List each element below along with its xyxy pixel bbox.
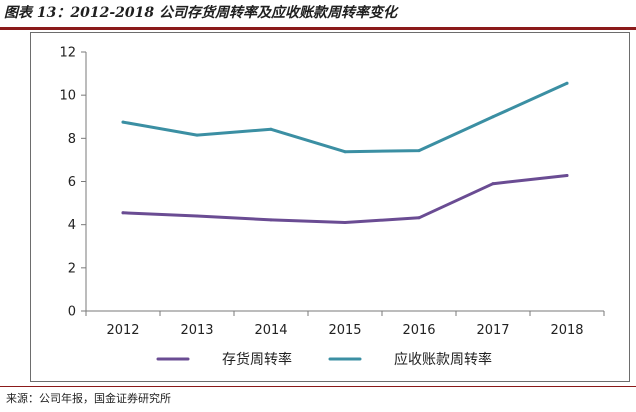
x-tick-label: 2013 xyxy=(180,323,213,338)
x-tick-label: 2016 xyxy=(402,323,435,338)
data-point xyxy=(343,150,347,154)
data-point xyxy=(195,214,199,218)
data-point xyxy=(491,115,495,119)
y-tick-label: 8 xyxy=(68,132,76,147)
figure-title: 图表 13：2012-2018 公司存货周转率及应收账款周转率变化 xyxy=(4,5,397,21)
series-lines xyxy=(121,81,569,225)
data-point xyxy=(565,173,569,177)
y-tick-label: 6 xyxy=(68,175,76,190)
data-point xyxy=(565,81,569,85)
data-point xyxy=(195,133,199,137)
x-tick-label: 2017 xyxy=(476,323,509,338)
data-point xyxy=(417,149,421,153)
data-point xyxy=(269,127,273,131)
source-divider xyxy=(0,386,636,387)
series-line-1 xyxy=(121,174,569,224)
data-point xyxy=(121,211,125,215)
data-point xyxy=(343,221,347,225)
y-tick-label: 12 xyxy=(59,46,76,61)
data-point xyxy=(491,182,495,186)
series-line-2 xyxy=(121,81,569,154)
legend-label-1: 存货周转率 xyxy=(222,351,292,368)
y-tick-label: 2 xyxy=(68,261,76,276)
data-point xyxy=(269,218,273,222)
axes: 0 2 4 6 8 10 12 2012 2013 2014 2015 2016 2017 2018 xyxy=(59,46,605,338)
x-tick-label: 2014 xyxy=(254,323,287,338)
x-tick-label: 2012 xyxy=(106,323,139,338)
y-tick-label: 10 xyxy=(59,89,76,104)
chart-panel xyxy=(30,32,630,382)
data-point xyxy=(121,120,125,124)
legend-label-2: 应收账款周转率 xyxy=(394,351,492,368)
x-tick-label: 2015 xyxy=(328,323,361,338)
title-divider xyxy=(0,27,636,30)
source-note: 来源：公司年报，国金证券研究所 xyxy=(6,392,171,405)
y-tick-label: 0 xyxy=(68,305,76,320)
legend: 存货周转率 应收账款周转率 xyxy=(156,351,492,368)
x-tick-label: 2018 xyxy=(550,323,583,338)
y-tick-label: 4 xyxy=(68,218,76,233)
data-point xyxy=(417,216,421,220)
